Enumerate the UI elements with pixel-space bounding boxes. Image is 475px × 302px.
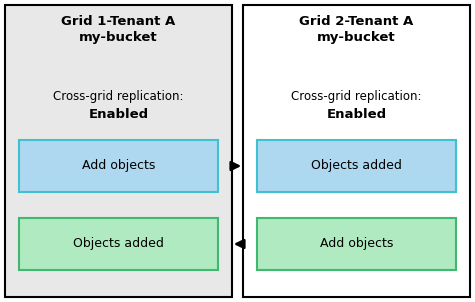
- Bar: [243, 5, 470, 297]
- Text: Cross-grid replication:: Cross-grid replication:: [291, 90, 422, 103]
- Text: Cross-grid replication:: Cross-grid replication:: [53, 90, 184, 103]
- Text: Objects added: Objects added: [73, 237, 164, 250]
- Text: Objects added: Objects added: [311, 159, 402, 172]
- Bar: [19, 218, 218, 270]
- Bar: [257, 218, 456, 270]
- Bar: [257, 140, 456, 192]
- Text: Add objects: Add objects: [82, 159, 155, 172]
- Bar: [5, 5, 232, 297]
- Text: Grid 2-Tenant A
my-bucket: Grid 2-Tenant A my-bucket: [299, 15, 414, 44]
- Text: Grid 1-Tenant A
my-bucket: Grid 1-Tenant A my-bucket: [61, 15, 176, 44]
- Text: Enabled: Enabled: [88, 108, 149, 121]
- Text: Enabled: Enabled: [326, 108, 387, 121]
- Text: Add objects: Add objects: [320, 237, 393, 250]
- Bar: [19, 140, 218, 192]
